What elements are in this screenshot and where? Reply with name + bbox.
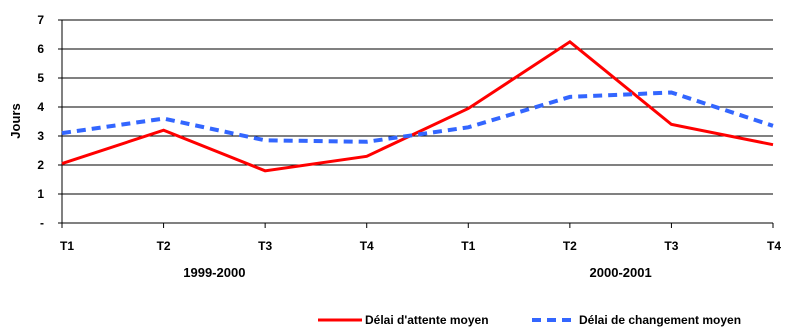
x-tick-label: T3	[258, 239, 272, 253]
y-tick-label: 5	[37, 71, 44, 85]
x-group-label: 1999-2000	[183, 265, 245, 280]
legend-label-2: Délai de changement moyen	[579, 313, 741, 327]
y-tick-label: 6	[37, 42, 44, 56]
x-tick-labels: T1 T2 T3 T4 T1 T2 T3 T4	[60, 239, 781, 253]
y-tick-label: 7	[37, 13, 44, 27]
y-tick-labels: - 1 2 3 4 5 6 7	[37, 13, 44, 230]
x-tick-label: T4	[767, 239, 781, 253]
axes	[58, 19, 774, 228]
series-lines	[61, 39, 774, 173]
x-tick-label: T2	[563, 239, 577, 253]
series-line-1	[61, 39, 774, 173]
x-group-label: 2000-2001	[590, 265, 652, 280]
legend-label-1: Délai d'attente moyen	[365, 313, 489, 327]
legend: Délai d'attente moyen Délai de changement…	[318, 313, 741, 327]
grid-lines	[62, 19, 773, 195]
x-tick-label: T2	[157, 239, 171, 253]
x-tick-label: T1	[60, 239, 74, 253]
x-group-labels: 1999-2000 2000-2001	[183, 265, 651, 280]
y-tick-label: 1	[37, 187, 44, 201]
x-tick-label: T4	[360, 239, 374, 253]
series-line-2	[61, 90, 774, 144]
y-axis-title: Jours	[8, 103, 23, 138]
x-tick-label: T3	[664, 239, 678, 253]
y-tick-label: 3	[37, 129, 44, 143]
y-tick-label: 2	[37, 158, 44, 172]
y-tick-label: -	[40, 216, 44, 230]
x-tick-label: T1	[461, 239, 475, 253]
y-tick-label: 4	[37, 100, 44, 114]
